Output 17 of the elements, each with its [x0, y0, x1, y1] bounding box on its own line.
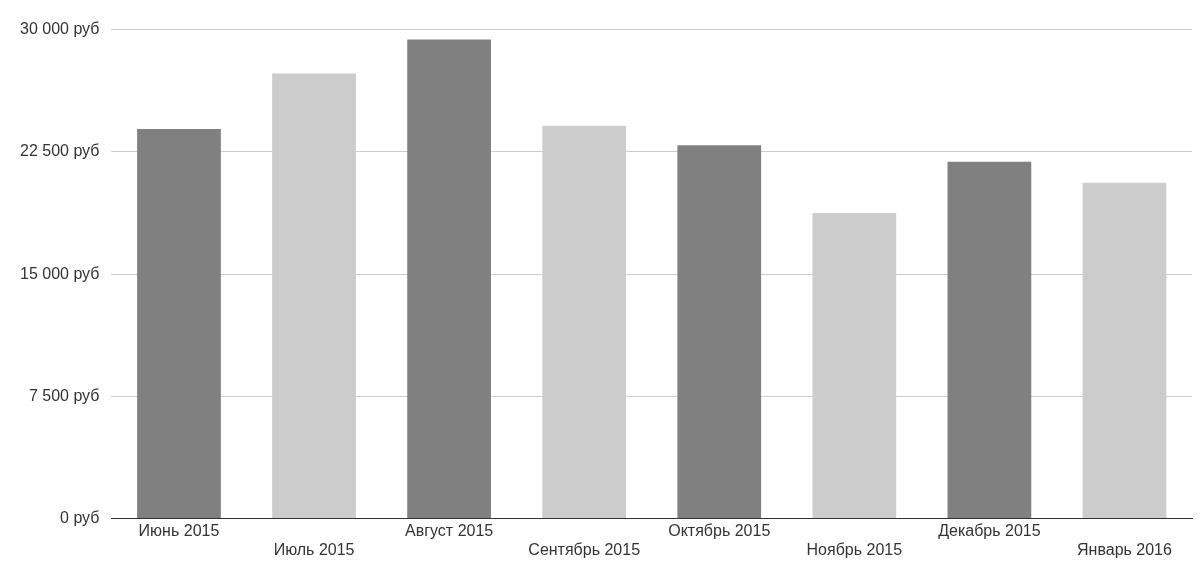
x-tick-label: Август 2015 — [405, 521, 494, 539]
y-tick-label: 7 500 руб — [28, 386, 100, 404]
y-tick-label: 15 000 руб — [19, 264, 100, 282]
x-tick-label: Ноябрь 2015 — [806, 540, 903, 558]
x-tick-label: Июль 2015 — [273, 540, 355, 558]
x-tick-label: Октябрь 2015 — [668, 521, 771, 539]
y-tick-label: 0 руб — [60, 509, 100, 527]
y-tick-label: 22 500 руб — [19, 142, 100, 160]
x-tick-label: Сентябрь 2015 — [528, 540, 641, 558]
x-tick-label: Январь 2016 — [1077, 540, 1172, 558]
x-tick-label: Декабрь 2015 — [938, 521, 1041, 539]
bar — [137, 129, 221, 519]
x-tick-label: Июнь 2015 — [138, 521, 220, 539]
bar — [677, 145, 762, 519]
bar — [947, 161, 1032, 519]
y-tick-label: 30 000 руб — [19, 20, 100, 38]
bar — [407, 39, 491, 519]
